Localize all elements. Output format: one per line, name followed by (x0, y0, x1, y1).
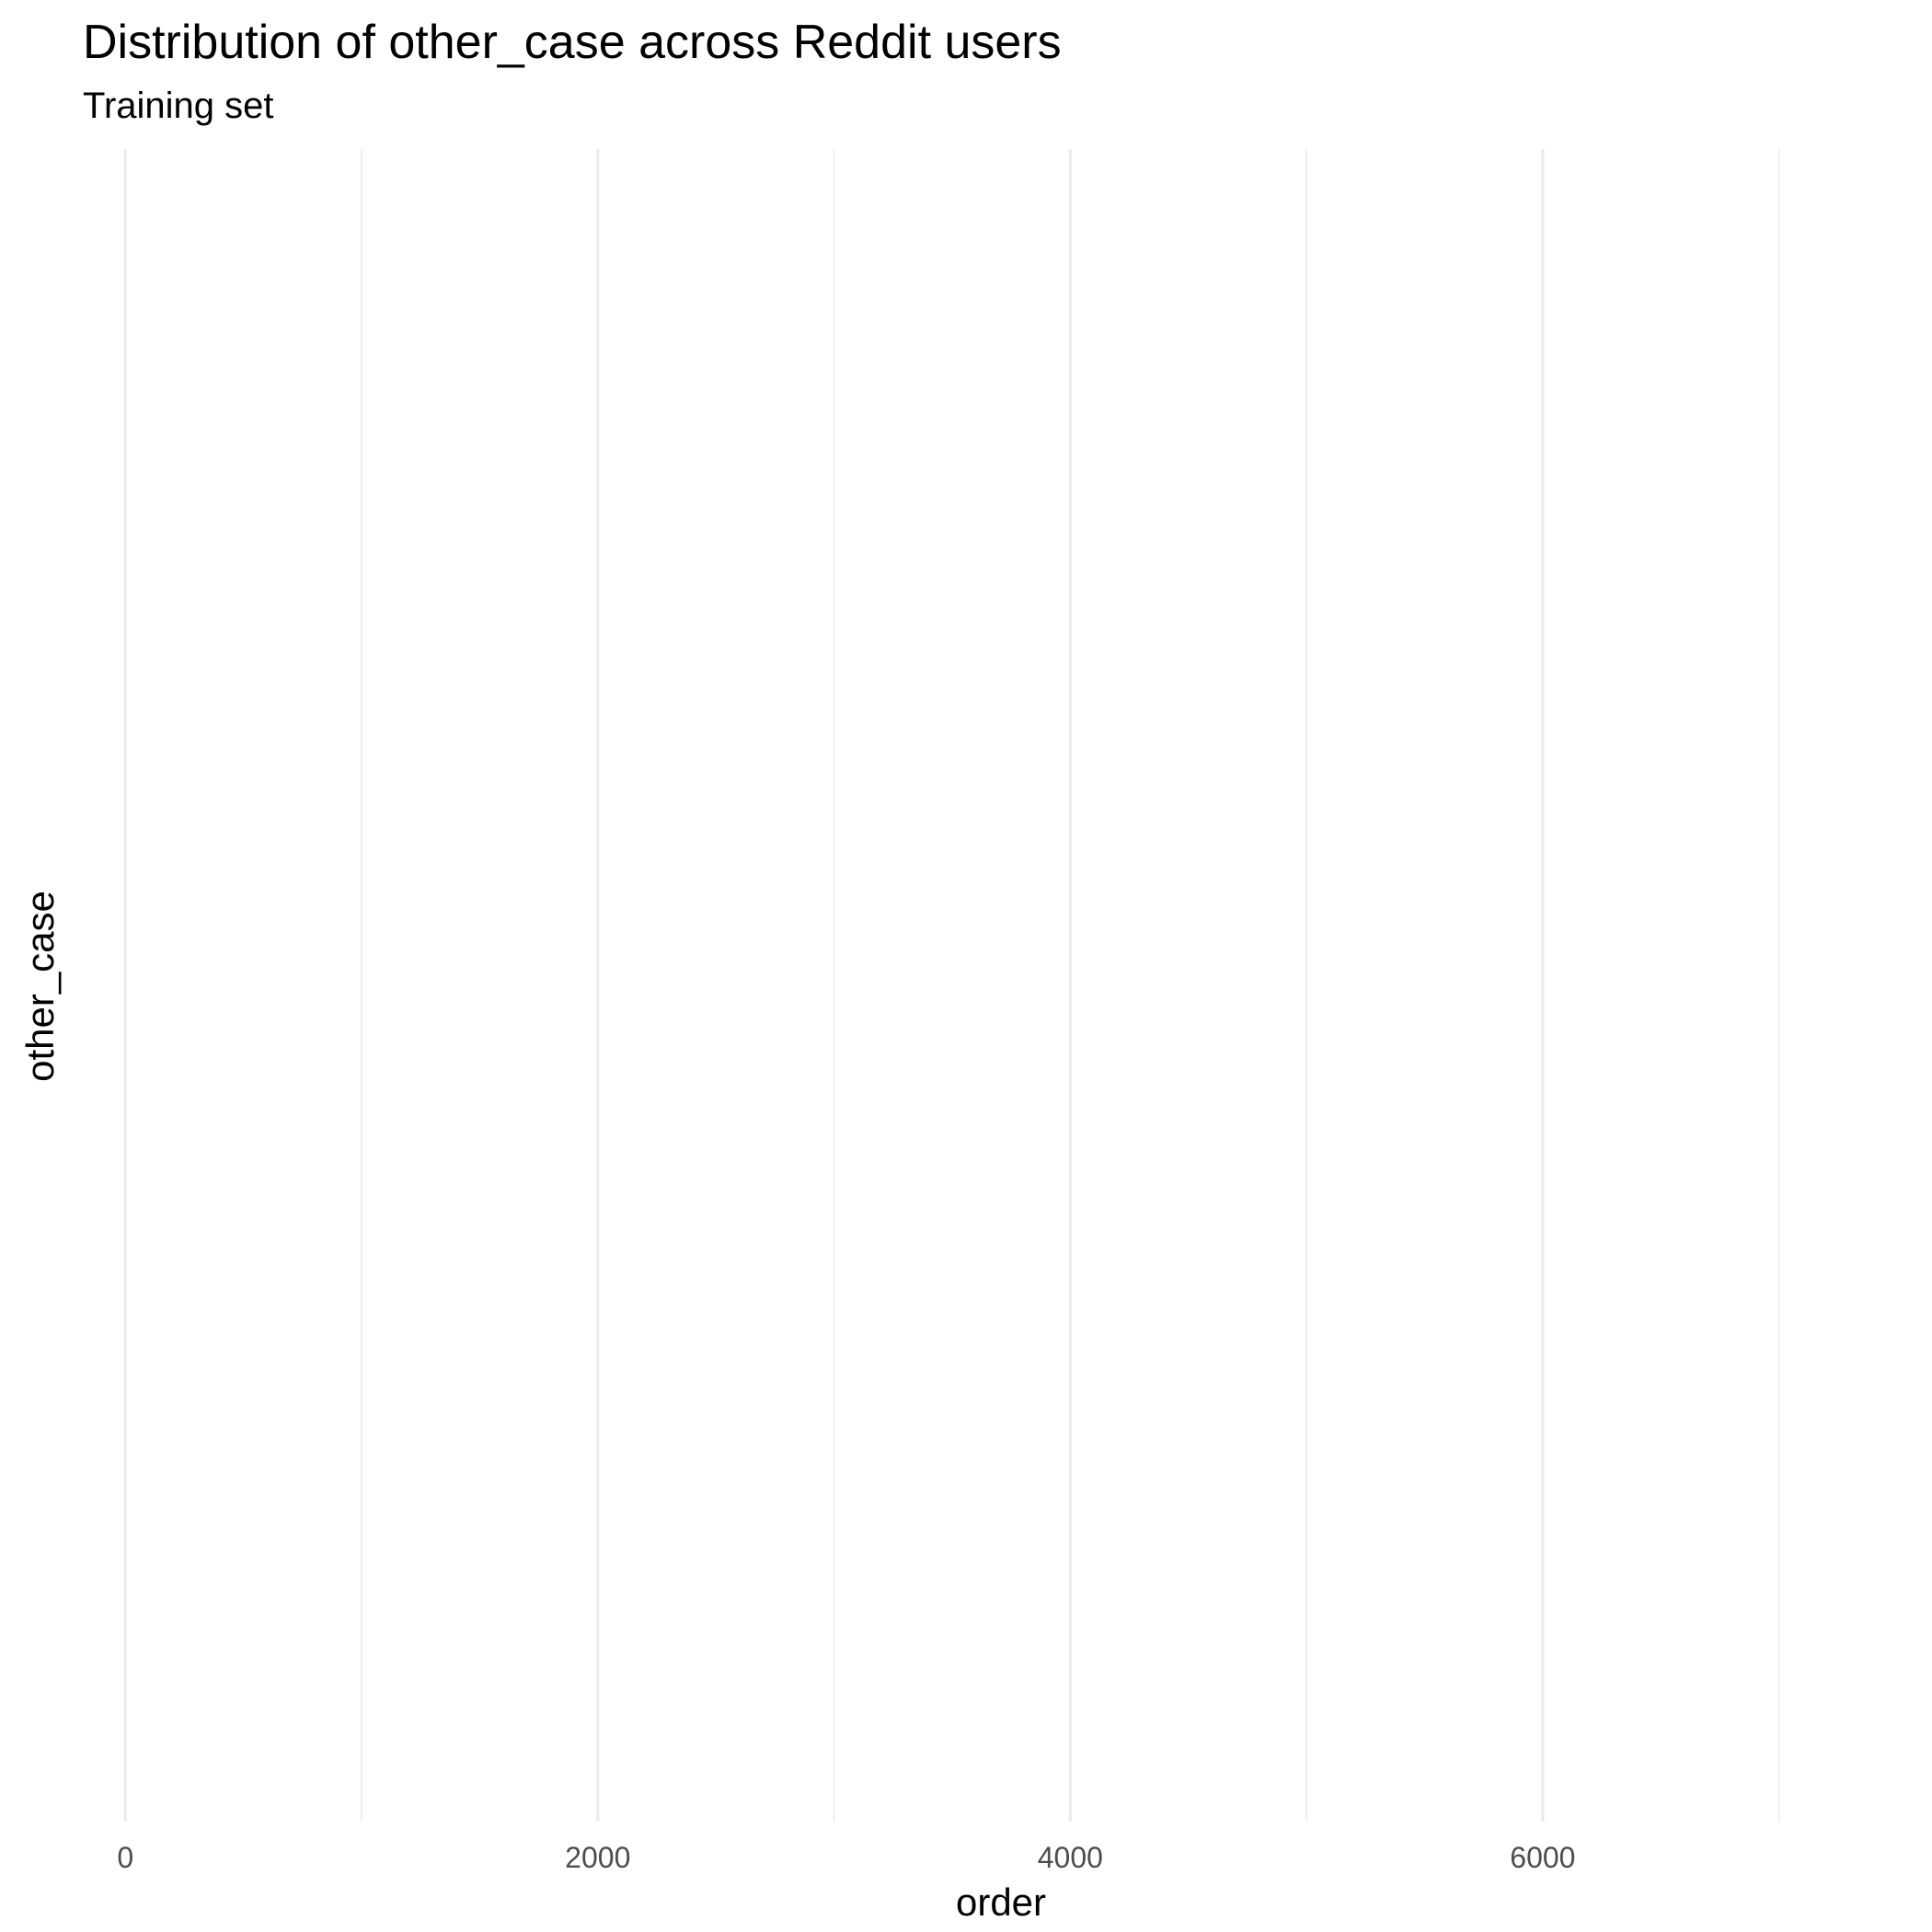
y-axis-title: other_case (18, 891, 62, 1082)
x-tick-labels: 0 2000 4000 6000 (117, 1841, 1575, 1874)
x-tick-label: 4000 (1038, 1841, 1103, 1874)
grid-layer (123, 149, 1780, 1822)
chart-subtitle: Training set (83, 86, 274, 126)
chart-title: Distribution of other_case across Reddit… (83, 16, 1062, 69)
x-tick-label: 2000 (565, 1841, 630, 1874)
x-tick-label: 6000 (1510, 1841, 1575, 1874)
x-axis-title: order (956, 1880, 1046, 1924)
x-tick-label: 0 (117, 1841, 133, 1874)
